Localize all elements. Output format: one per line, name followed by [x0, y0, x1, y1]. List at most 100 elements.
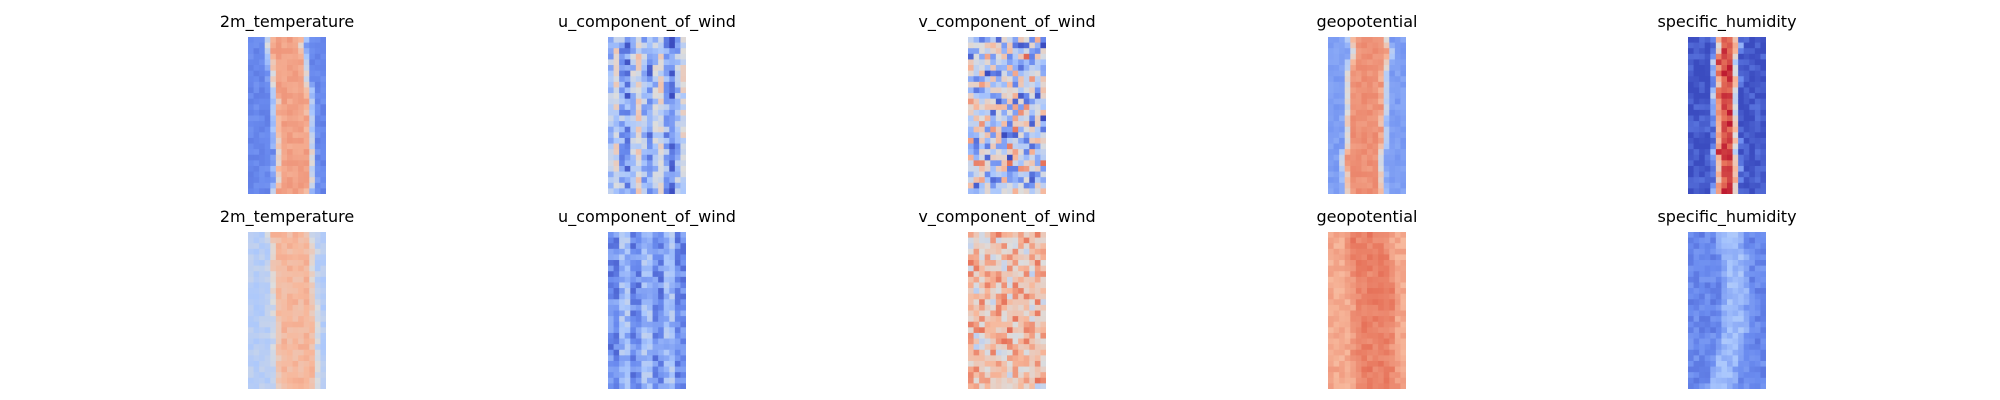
heatmap-cell [259, 93, 266, 100]
heatmap-cell [1372, 293, 1379, 300]
heatmap-cell [1727, 332, 1734, 340]
heatmap-cell [1034, 360, 1042, 368]
heatmap-cell [1001, 360, 1008, 368]
heatmap-cell [1738, 87, 1745, 94]
heatmap-cell [663, 132, 670, 139]
heatmap-cell [674, 243, 682, 250]
heatmap-cell [1738, 377, 1745, 384]
heatmap-cell [1721, 360, 1728, 368]
heatmap-cell [647, 332, 654, 340]
heatmap-cell [259, 254, 266, 261]
heatmap-cell [1350, 143, 1357, 150]
heatmap-cell [1738, 188, 1745, 194]
heatmap-cell [995, 59, 1003, 66]
heatmap-cell [259, 42, 266, 49]
heatmap-cell [1699, 53, 1706, 61]
heatmap-cell [635, 37, 643, 44]
heatmap-cell [320, 98, 326, 105]
heatmap-cell [641, 271, 648, 278]
heatmap-cell [1372, 115, 1379, 122]
heatmap-cell [1007, 321, 1014, 328]
heatmap-cell [1693, 81, 1700, 89]
heatmap-cell [1389, 165, 1396, 173]
heatmap-cell [995, 87, 1003, 94]
heatmap-cell [1018, 188, 1025, 194]
heatmap-cell [663, 98, 670, 105]
heatmap-cell [1328, 332, 1335, 340]
heatmap-cell [990, 37, 997, 44]
heatmap-cell [641, 98, 648, 105]
heatmap-cell [1743, 254, 1750, 261]
heatmap-cell [1704, 360, 1711, 368]
heatmap-cell [1350, 188, 1357, 194]
heatmap-cell [1378, 260, 1385, 267]
heatmap-cell [613, 154, 620, 161]
heatmap-cell [1372, 327, 1379, 334]
heatmap-cell [674, 48, 682, 55]
heatmap-cell [1344, 360, 1351, 368]
heatmap-cell [1721, 53, 1728, 61]
heatmap-cell [1023, 304, 1030, 312]
heatmap-cell [287, 42, 294, 49]
heatmap-cell [1018, 282, 1025, 289]
heatmap-cell [1400, 37, 1406, 44]
heatmap-cell [1018, 98, 1025, 105]
heatmap-cell [1367, 143, 1374, 150]
heatmap-cell [1007, 59, 1014, 66]
heatmap-cell [647, 93, 654, 100]
heatmap-cell [275, 237, 283, 244]
heatmap-cell [1001, 327, 1008, 334]
heatmap-cell [1333, 260, 1340, 267]
heatmap-cell [1699, 282, 1706, 289]
heatmap-cell [1693, 349, 1700, 356]
heatmap-cell [1023, 87, 1030, 94]
heatmap-cell [1704, 143, 1711, 150]
heatmap-cell [1378, 126, 1385, 133]
heatmap-cell [1715, 48, 1723, 55]
heatmap-cell [1721, 149, 1728, 156]
heatmap-cell [1704, 293, 1711, 300]
heatmap-cell [619, 42, 626, 49]
heatmap-cell [674, 171, 682, 178]
heatmap-cell [1023, 65, 1030, 72]
heatmap-cell [1361, 121, 1368, 128]
heatmap-cell [1012, 248, 1019, 256]
heatmap-cell [1350, 42, 1357, 49]
heatmap-cell [1688, 360, 1695, 368]
heatmap-cell [309, 143, 316, 150]
heatmap-cell [281, 143, 288, 150]
heatmap-cell [1727, 366, 1734, 373]
heatmap-cell [1328, 37, 1335, 44]
heatmap-cell [1328, 121, 1335, 128]
heatmap-cell [995, 137, 1003, 145]
heatmap-cell [1749, 327, 1756, 334]
heatmap-cell [1389, 243, 1396, 250]
heatmap-cell [1754, 237, 1762, 244]
heatmap-cell [624, 149, 631, 156]
heatmap-cell [1333, 316, 1340, 323]
heatmap-cell [658, 93, 665, 100]
heatmap-cell [658, 288, 665, 295]
heatmap-cell [1333, 104, 1340, 111]
heatmap-cell [275, 177, 283, 184]
heatmap-cell [1704, 383, 1711, 389]
heatmap-cell [979, 276, 986, 284]
heatmap-cell [1040, 65, 1046, 72]
heatmap-cell [303, 98, 310, 105]
heatmap-cell [1738, 299, 1745, 306]
heatmap-cell [259, 126, 266, 133]
heatmap-cell [1749, 160, 1756, 167]
heatmap-cell [652, 349, 659, 356]
heatmap-cell [1715, 171, 1723, 178]
heatmap-cell [275, 332, 283, 340]
heatmap-cell [1394, 165, 1402, 173]
heatmap-cell [630, 338, 637, 345]
heatmap-cell [270, 81, 277, 89]
heatmap-cell [1760, 160, 1766, 167]
heatmap-cell [1339, 109, 1346, 117]
heatmap-cell [320, 360, 326, 368]
heatmap-cell [613, 188, 620, 194]
heatmap-cell [1333, 332, 1340, 340]
heatmap-cell [635, 87, 643, 94]
heatmap-cell [1040, 81, 1046, 89]
